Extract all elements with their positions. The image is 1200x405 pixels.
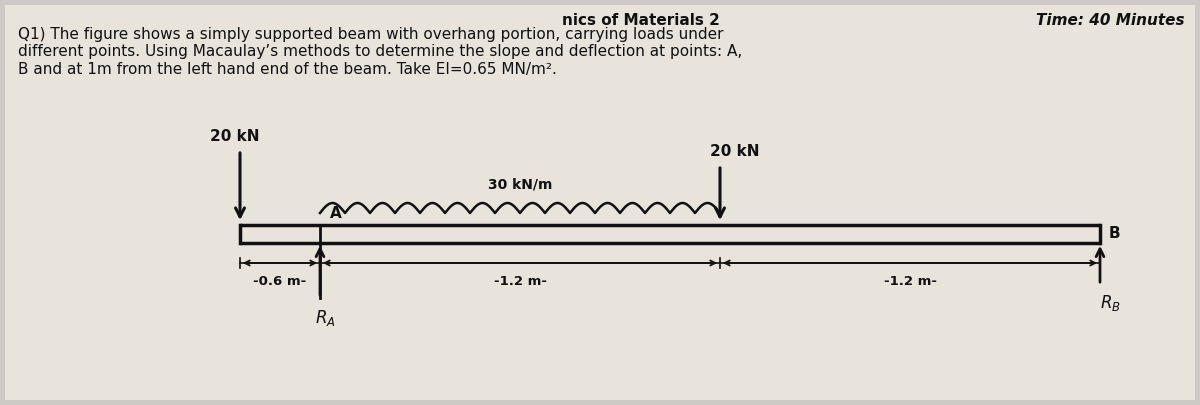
Text: -1.2 m-: -1.2 m-: [883, 275, 936, 288]
Text: Q1) The figure shows a simply supported beam with overhang portion, carrying loa: Q1) The figure shows a simply supported …: [18, 27, 743, 77]
Text: $R_A$: $R_A$: [314, 308, 335, 328]
Text: A: A: [330, 206, 342, 221]
FancyBboxPatch shape: [5, 5, 1195, 400]
Text: 20 kN: 20 kN: [210, 129, 259, 144]
Text: 20 kN: 20 kN: [710, 144, 760, 159]
Text: B: B: [1109, 226, 1121, 241]
Text: 30 kN/m: 30 kN/m: [488, 177, 552, 191]
Text: nics of Materials 2: nics of Materials 2: [562, 13, 720, 28]
Text: $R_B$: $R_B$: [1099, 293, 1121, 313]
Text: -0.6 m-: -0.6 m-: [253, 275, 307, 288]
Text: Time: 40 Minutes: Time: 40 Minutes: [1037, 13, 1186, 28]
Text: -1.2 m-: -1.2 m-: [493, 275, 546, 288]
